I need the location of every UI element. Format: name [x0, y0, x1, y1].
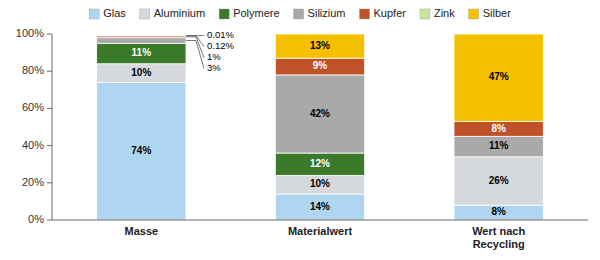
data-label: 8% — [491, 206, 506, 217]
bar-segment — [275, 175, 364, 194]
y-axis: 0% 20% 40% 60% 80% 100% — [16, 27, 52, 225]
data-label: 74% — [131, 145, 151, 156]
x-tick-label: Wert nachRecycling — [472, 225, 525, 250]
legend: Glas Aluminium Polymere Silizium Kupfer Zink S… — [89, 7, 511, 19]
data-label: 10% — [131, 67, 151, 78]
legend-label: Polymere — [233, 7, 279, 19]
bar-segment — [454, 136, 543, 156]
y-tick-label: 20% — [22, 176, 44, 188]
y-tick-label: 60% — [22, 101, 44, 113]
data-label: 42% — [310, 108, 330, 119]
data-label: 26% — [489, 175, 509, 186]
bar-segment — [454, 121, 543, 136]
data-labels: 74% 10% 11% 0.01%0.12%1%3% 14% 10% 12% 42% 9% 13%… — [131, 29, 508, 217]
leader-line — [186, 36, 204, 47]
bar-segment — [275, 58, 364, 75]
y-tick — [47, 220, 52, 221]
x-tick-label: Materialwert — [288, 225, 353, 237]
legend-swatch — [360, 9, 370, 19]
x-tick-label-line: Masse — [125, 225, 159, 237]
y-tick — [47, 145, 52, 146]
bar-segment — [97, 43, 186, 63]
legend-swatch — [420, 9, 430, 19]
bar-segment — [275, 34, 364, 58]
y-axis-line — [52, 34, 53, 220]
legend-swatch — [294, 9, 304, 19]
y-tick — [47, 34, 52, 35]
side-label: 1% — [207, 51, 221, 62]
data-label: 9% — [313, 60, 328, 71]
side-label: 3% — [207, 62, 221, 73]
legend-item: Silber — [469, 7, 511, 19]
side-label: 0.01% — [207, 29, 234, 40]
legend-label: Aluminium — [154, 7, 205, 19]
x-axis-line — [52, 220, 588, 221]
legend-label: Silber — [483, 7, 511, 19]
bar-segment — [97, 82, 186, 220]
legend-item: Glas — [89, 7, 126, 19]
leader-line — [186, 37, 204, 58]
bar-segment — [275, 153, 364, 175]
data-label: 13% — [310, 40, 330, 51]
side-label: 0.12% — [207, 40, 234, 51]
x-tick-label: Masse — [125, 225, 159, 237]
y-tick — [47, 71, 52, 72]
bar-segment — [454, 34, 543, 121]
bar-segment — [97, 36, 186, 38]
y-tick-label: 100% — [16, 27, 44, 39]
bars — [97, 34, 544, 220]
y-tick — [47, 108, 52, 109]
x-tick-label-line: Recycling — [473, 238, 525, 250]
leader-line — [186, 41, 204, 69]
data-label: 11% — [132, 47, 152, 58]
bar-segment — [454, 205, 543, 220]
x-tick-label-line: Wert nach — [472, 225, 525, 237]
legend-label: Silizium — [308, 7, 346, 19]
y-tick — [47, 182, 52, 183]
bar-segment — [275, 194, 364, 220]
bar-segment — [97, 35, 186, 36]
legend-item: Kupfer — [360, 7, 407, 19]
legend-item: Aluminium — [140, 7, 205, 19]
data-label: 8% — [491, 123, 506, 134]
y-tick-label: 0% — [28, 213, 44, 225]
bar-segment — [97, 38, 186, 44]
legend-swatch — [140, 9, 150, 19]
data-label: 10% — [310, 178, 330, 189]
legend-swatch — [469, 9, 479, 19]
y-tick-label: 80% — [22, 64, 44, 76]
legend-swatch — [219, 9, 229, 19]
bar-segment — [454, 157, 543, 205]
x-tick-label-line: Materialwert — [288, 225, 353, 237]
legend-swatch — [89, 9, 99, 19]
bar-segment — [97, 35, 186, 36]
legend-item: Silizium — [294, 7, 346, 19]
chart: 0% 20% 40% 60% 80% 100% 74% 10% 11% 0.01%0.12%1%3… — [0, 0, 600, 260]
legend-item: Zink — [420, 7, 455, 19]
bar-segment — [97, 64, 186, 83]
legend-label: Zink — [434, 7, 455, 19]
data-label: 12% — [310, 158, 330, 169]
data-label: 14% — [310, 201, 330, 212]
legend-item: Polymere — [219, 7, 279, 19]
legend-label: Glas — [103, 7, 126, 19]
data-label: 47% — [489, 71, 509, 82]
y-tick-label: 40% — [22, 139, 44, 151]
legend-label: Kupfer — [374, 7, 407, 19]
bar-segment — [275, 75, 364, 153]
data-label: 11% — [489, 140, 509, 151]
